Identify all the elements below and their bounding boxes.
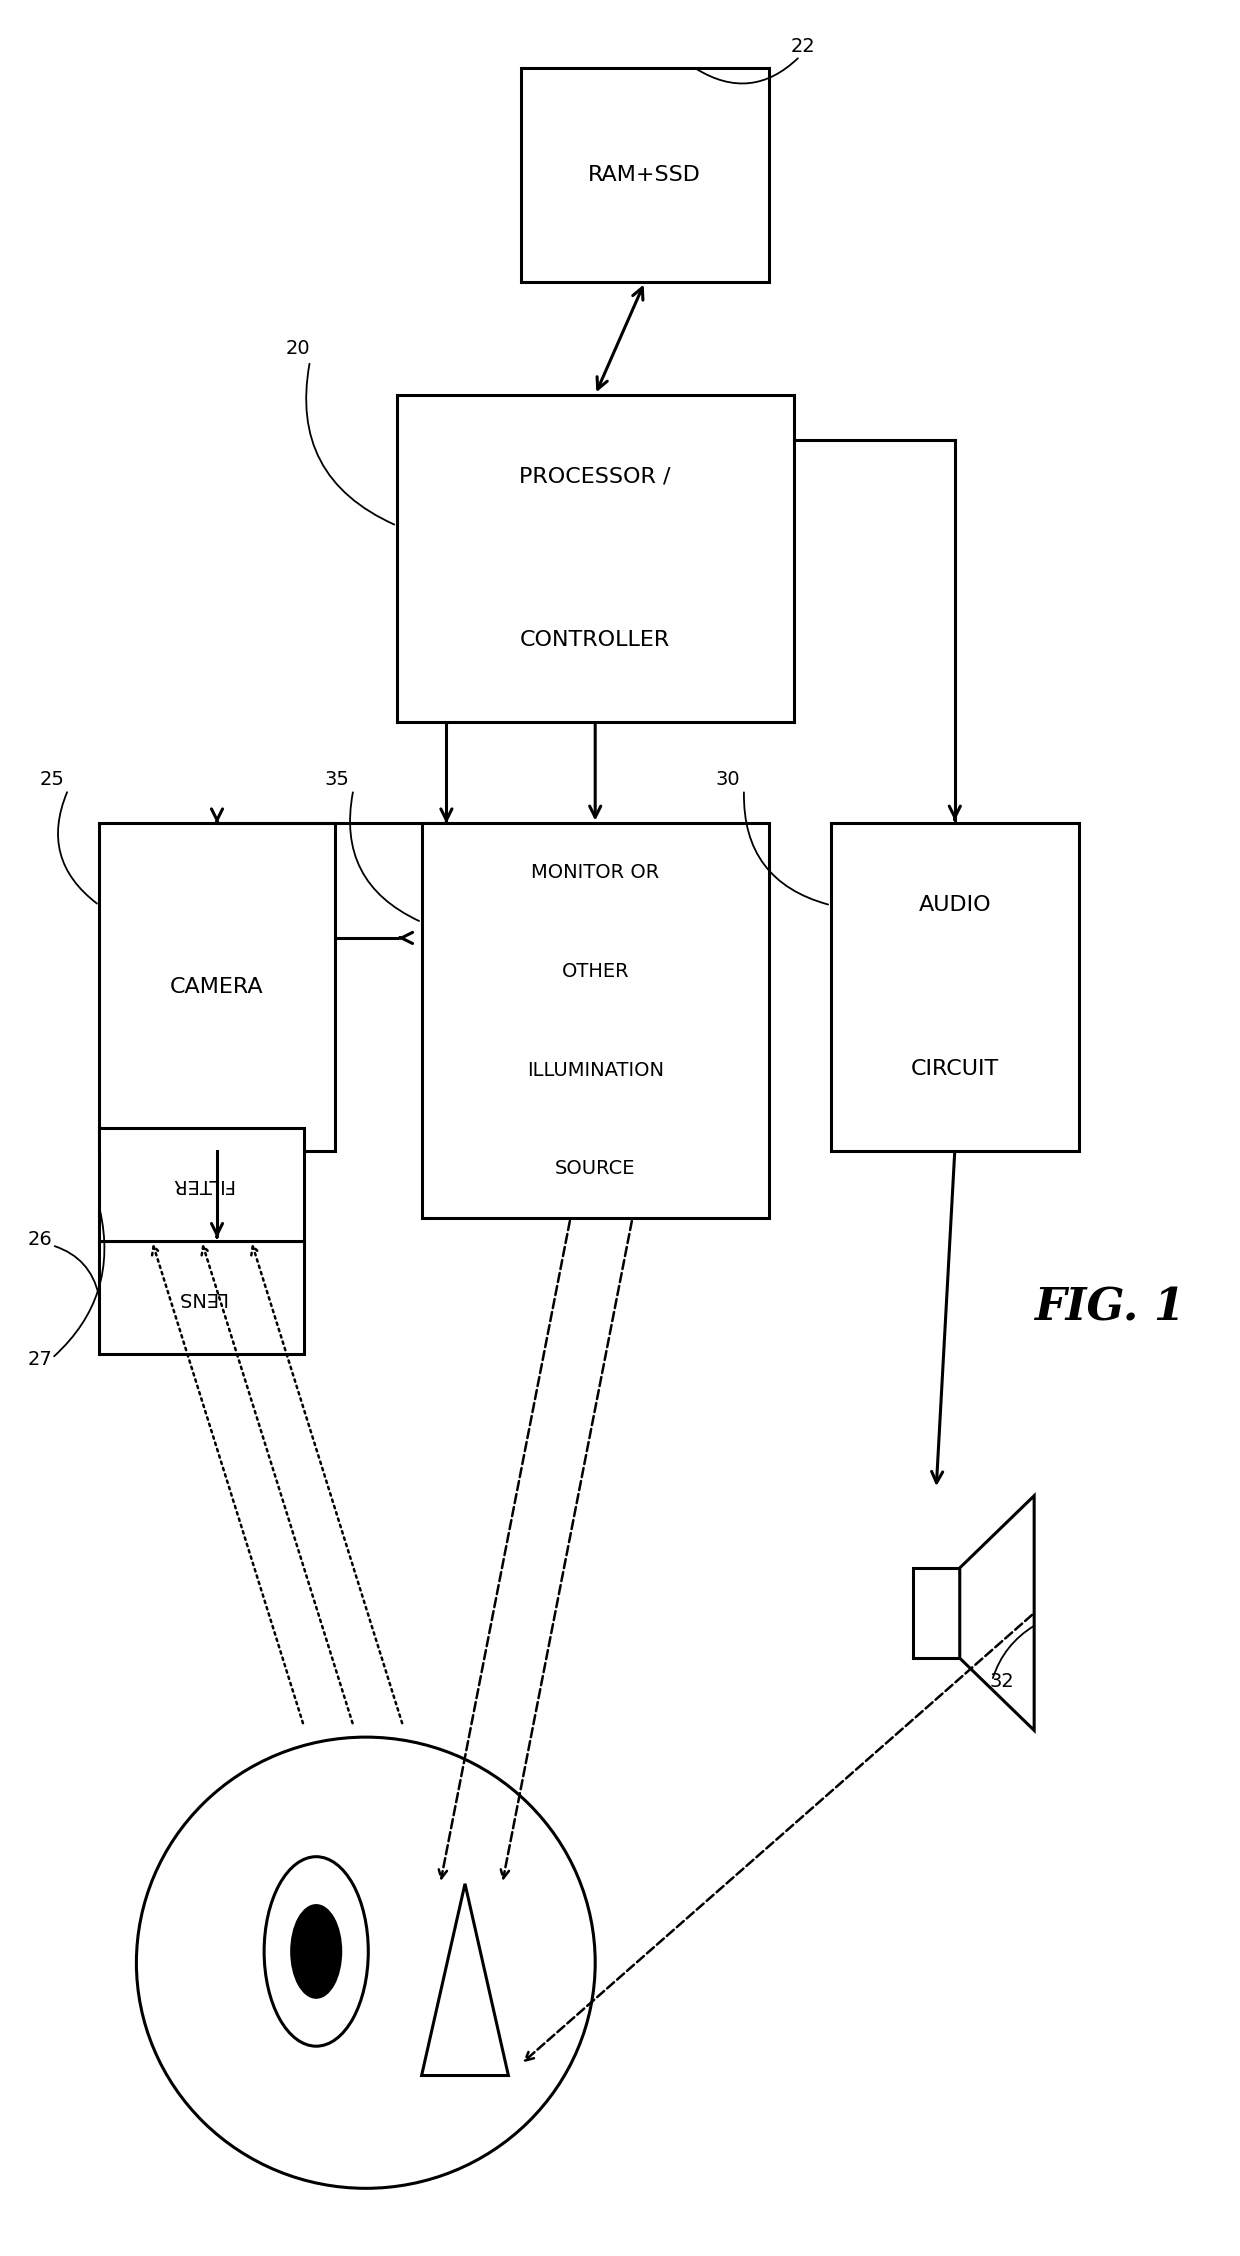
Text: FILTER: FILTER (170, 1175, 233, 1193)
Text: 25: 25 (40, 769, 64, 790)
Text: LENS: LENS (176, 1288, 227, 1306)
Bar (831, 823, 1079, 1151)
Text: 27: 27 (27, 1349, 52, 1369)
Text: RAM+SSD: RAM+SSD (588, 165, 702, 185)
Circle shape (290, 1904, 342, 1999)
Text: 30: 30 (715, 769, 740, 790)
Circle shape (264, 1857, 368, 2046)
Polygon shape (422, 1884, 508, 2076)
Polygon shape (960, 1496, 1034, 1730)
Text: AUDIO: AUDIO (919, 896, 991, 916)
Text: ILLUMINATION: ILLUMINATION (527, 1060, 663, 1081)
Bar (422, 823, 769, 1218)
Text: 32: 32 (990, 1672, 1014, 1692)
Text: 26: 26 (27, 1230, 52, 1250)
Text: SOURCE: SOURCE (556, 1160, 635, 1178)
Text: CONTROLLER: CONTROLLER (520, 629, 671, 650)
Bar (99, 1128, 304, 1241)
Text: CAMERA: CAMERA (170, 977, 264, 997)
Text: CIRCUIT: CIRCUIT (910, 1058, 999, 1078)
Bar (521, 68, 769, 282)
Text: FIG. 1: FIG. 1 (1034, 1286, 1185, 1331)
Text: MONITOR OR: MONITOR OR (531, 864, 660, 882)
Bar (99, 823, 335, 1151)
Text: OTHER: OTHER (562, 961, 629, 981)
Bar (397, 395, 794, 722)
Bar (913, 1568, 960, 1658)
Ellipse shape (136, 1737, 595, 2188)
Text: 20: 20 (285, 338, 310, 359)
Text: 22: 22 (791, 36, 816, 56)
Text: 35: 35 (325, 769, 350, 790)
Text: PROCESSOR /: PROCESSOR / (520, 467, 671, 487)
Bar (99, 1241, 304, 1354)
